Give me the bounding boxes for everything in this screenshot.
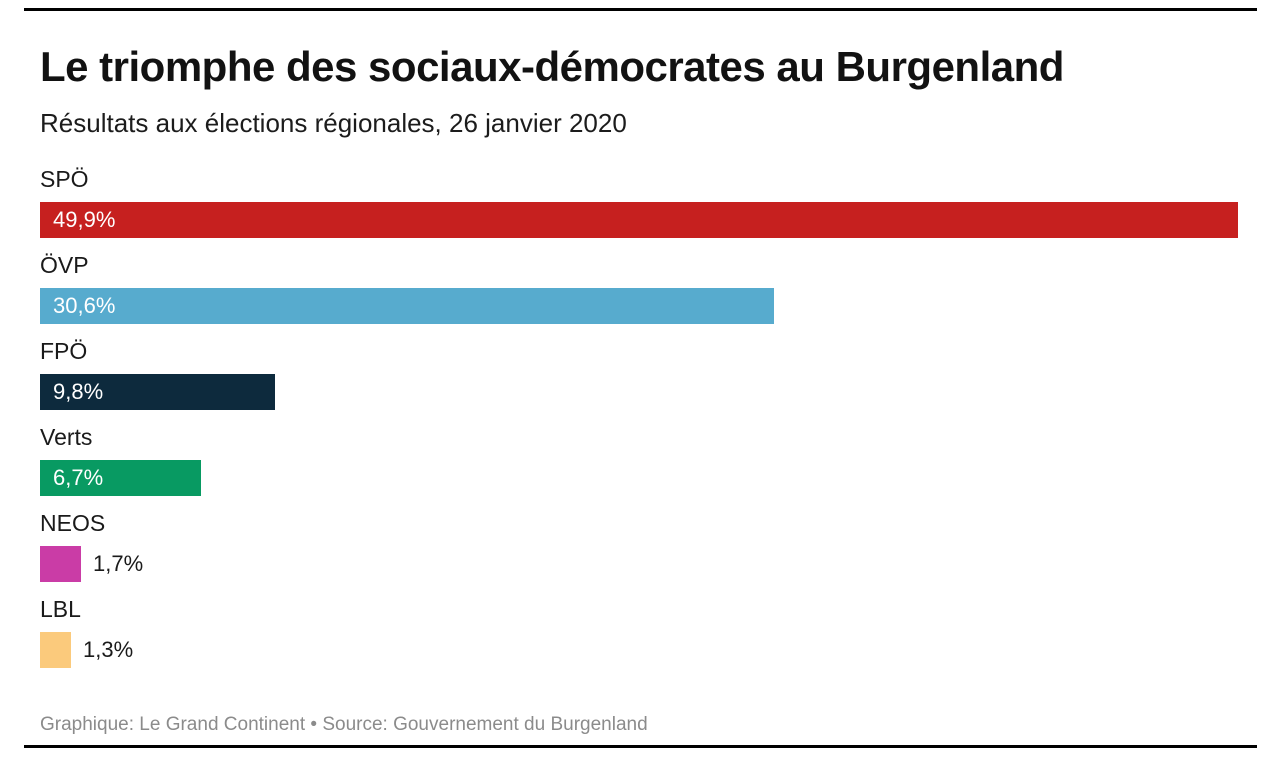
bar — [40, 288, 774, 324]
bottom-rule — [24, 745, 1257, 748]
bar-chart: SPÖ 49,9% ÖVP 30,6% FPÖ 9,8% Verts 6,7% NEOS 1,7%… — [40, 164, 1244, 668]
bar-value-label: 6,7% — [53, 465, 104, 490]
chart-row: Verts 6,7% — [40, 422, 1244, 496]
bar-track: 6,7% — [40, 460, 1244, 496]
bar-track: 1,3% — [40, 632, 1244, 668]
bar-value-label: 1,3% — [83, 637, 134, 662]
bar-category-label: FPÖ — [40, 338, 88, 364]
bar — [40, 374, 275, 410]
chart-row: NEOS 1,7% — [40, 508, 1244, 582]
bar — [40, 202, 1238, 238]
chart-row: ÖVP 30,6% — [40, 250, 1244, 324]
bar — [40, 460, 201, 496]
bar-category-label: SPÖ — [40, 166, 89, 192]
bar-category-label: ÖVP — [40, 252, 89, 278]
bar-value-label: 49,9% — [53, 207, 116, 232]
bar-category-label: Verts — [40, 424, 93, 450]
bar — [40, 546, 81, 582]
bar-value-label: 30,6% — [53, 293, 116, 318]
chart-subtitle: Résultats aux élections régionales, 26 j… — [40, 108, 627, 138]
bar-track: 49,9% — [40, 202, 1244, 238]
bar-category-label: LBL — [40, 596, 81, 622]
bar-value-label: 9,8% — [53, 379, 104, 404]
bar-track: 9,8% — [40, 374, 1244, 410]
chart-row: FPÖ 9,8% — [40, 336, 1244, 410]
chart-title: Le triomphe des sociaux-démocrates au Bu… — [40, 43, 1064, 90]
chart-row: LBL 1,3% — [40, 594, 1244, 668]
bar — [40, 632, 71, 668]
bar-track: 30,6% — [40, 288, 1244, 324]
bar-category-label: NEOS — [40, 510, 106, 536]
bar-value-label: 1,7% — [93, 551, 144, 576]
chart-row: SPÖ 49,9% — [40, 164, 1244, 238]
chart-attribution-caption: Graphique: Le Grand Continent • Source: … — [40, 714, 648, 735]
bar-track: 1,7% — [40, 546, 1244, 582]
chart-content: Le triomphe des sociaux-démocrates au Bu… — [40, 0, 1244, 736]
top-rule — [24, 8, 1257, 11]
